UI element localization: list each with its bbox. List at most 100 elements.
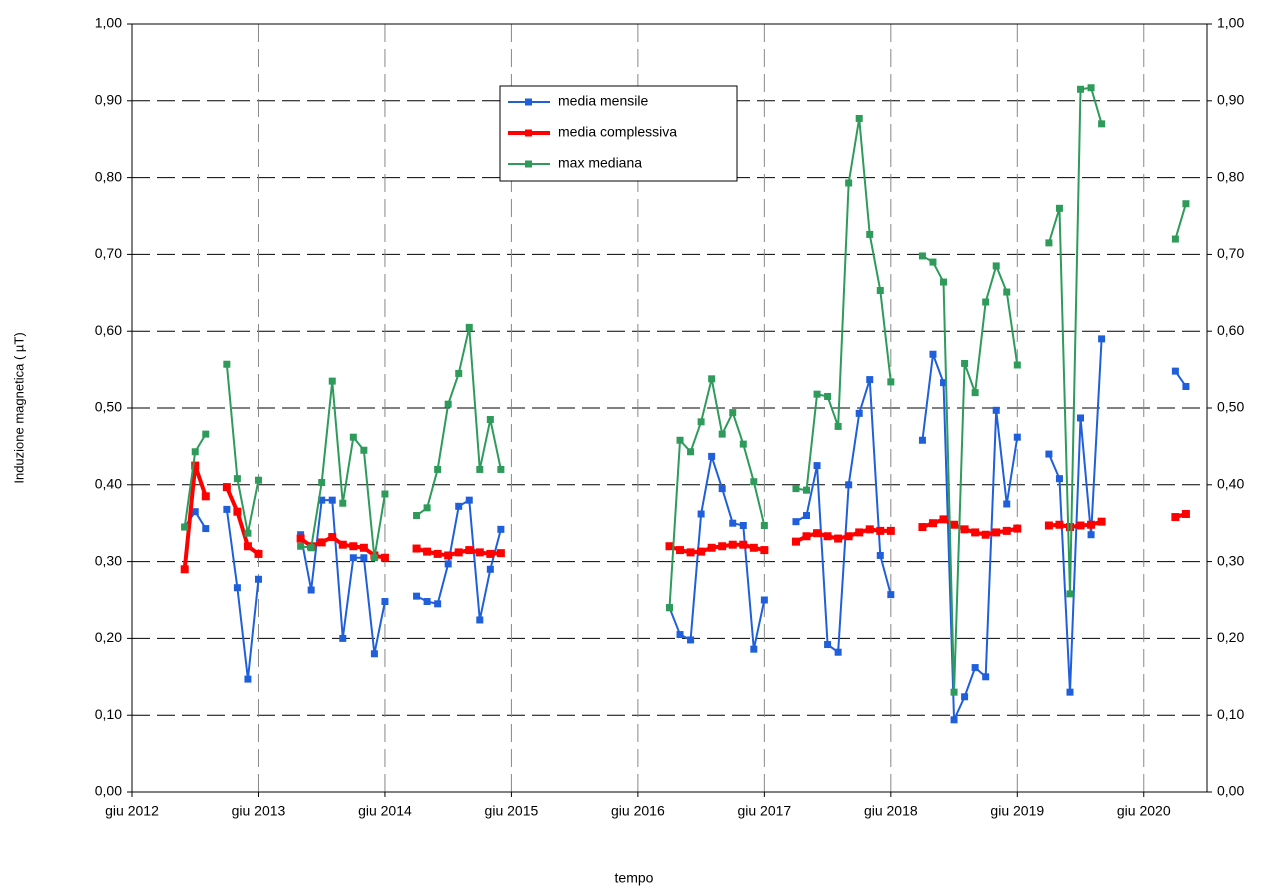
marker: [328, 496, 336, 504]
marker: [1045, 239, 1053, 247]
marker: [666, 604, 673, 612]
marker: [191, 508, 199, 516]
marker: [887, 378, 895, 386]
marker: [180, 565, 189, 574]
marker: [297, 542, 305, 550]
marker: [697, 510, 705, 518]
marker: [349, 542, 358, 551]
marker: [739, 440, 747, 448]
marker: [497, 465, 505, 473]
marker: [992, 262, 1000, 270]
marker: [971, 664, 979, 672]
marker: [475, 548, 484, 557]
marker: [665, 542, 674, 551]
marker: [233, 507, 242, 516]
marker: [455, 502, 463, 510]
marker: [803, 512, 811, 520]
y2-tick-label: 0,70: [1217, 245, 1244, 261]
marker: [855, 409, 863, 417]
marker: [465, 546, 474, 555]
marker: [486, 549, 495, 558]
y2-tick-label: 0,00: [1217, 783, 1244, 799]
marker: [1065, 523, 1074, 532]
marker: [687, 448, 695, 456]
marker: [687, 636, 695, 644]
marker: [918, 436, 926, 444]
marker: [1077, 414, 1085, 422]
legend-label: media complessiva: [558, 124, 677, 140]
marker: [982, 673, 990, 681]
marker: [349, 554, 357, 562]
marker: [328, 377, 336, 385]
y2-tick-label: 0,60: [1217, 322, 1244, 338]
marker: [992, 406, 1000, 414]
marker: [1055, 520, 1064, 529]
y2-tick-label: 1,00: [1217, 15, 1244, 31]
y2-tick-label: 0,30: [1217, 552, 1244, 568]
marker: [233, 475, 241, 483]
marker: [223, 360, 231, 368]
x-tick-label: giu 2016: [611, 803, 665, 819]
marker: [760, 522, 768, 530]
legend-label: max mediana: [558, 155, 642, 171]
marker: [380, 553, 389, 562]
marker: [296, 534, 305, 543]
marker: [476, 616, 484, 624]
marker: [676, 436, 684, 444]
marker: [697, 418, 705, 426]
y-tick-label: 0,00: [95, 783, 122, 799]
y2-tick-label: 0,10: [1217, 706, 1244, 722]
marker: [982, 298, 990, 306]
marker: [1066, 590, 1074, 598]
marker: [1182, 200, 1190, 208]
y-tick-label: 0,60: [95, 322, 122, 338]
marker: [244, 529, 252, 537]
marker: [423, 504, 431, 512]
marker: [834, 648, 842, 656]
marker: [181, 523, 189, 531]
marker: [486, 565, 494, 573]
marker: [1013, 524, 1022, 533]
marker: [1077, 85, 1085, 93]
y2-tick-label: 0,40: [1217, 476, 1244, 492]
marker: [434, 465, 442, 473]
marker: [1045, 450, 1053, 458]
marker: [929, 258, 937, 266]
marker: [318, 496, 326, 504]
marker: [454, 548, 463, 557]
y-tick-label: 0,10: [95, 706, 122, 722]
marker: [1098, 335, 1106, 343]
x-tick-label: giu 2018: [864, 803, 918, 819]
marker: [1055, 475, 1063, 483]
x-tick-label: giu 2012: [105, 803, 159, 819]
marker: [486, 416, 494, 424]
marker: [191, 448, 199, 456]
marker: [1171, 513, 1180, 522]
y-tick-label: 0,40: [95, 476, 122, 492]
legend-marker: [525, 160, 532, 168]
marker: [318, 478, 326, 486]
marker: [950, 688, 958, 696]
marker: [834, 534, 843, 543]
marker: [1087, 84, 1095, 92]
marker: [729, 519, 737, 527]
marker: [918, 523, 927, 532]
marker: [339, 499, 347, 507]
y-tick-label: 0,20: [95, 629, 122, 645]
marker: [1171, 235, 1179, 243]
marker: [928, 519, 937, 528]
y-tick-label: 1,00: [95, 15, 122, 31]
marker: [1003, 288, 1011, 296]
marker: [1182, 382, 1190, 390]
marker: [971, 389, 979, 397]
x-tick-label: giu 2020: [1117, 803, 1171, 819]
y-tick-label: 0,80: [95, 168, 122, 184]
y-axis-label: Induzione magnetica ( µT): [11, 332, 26, 483]
marker: [202, 430, 210, 438]
marker: [1097, 517, 1106, 526]
marker: [381, 598, 389, 606]
marker: [476, 465, 484, 473]
marker: [359, 543, 368, 552]
marker: [223, 505, 231, 513]
marker: [360, 554, 368, 562]
